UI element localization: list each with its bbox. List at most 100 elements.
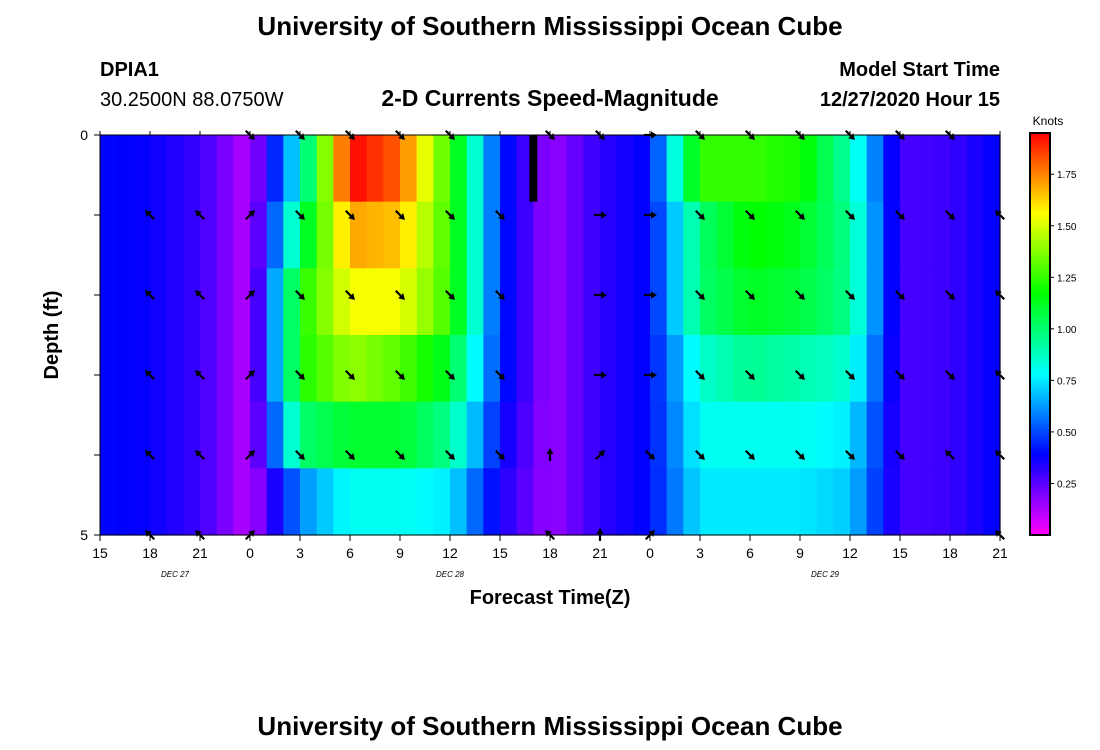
heatmap-cell [366,135,384,203]
heatmap-cell [966,335,984,403]
heatmap-cell [766,201,784,269]
heatmap-cell [216,201,234,269]
heatmap-cell [366,335,384,403]
heatmap-cell [733,335,751,403]
colorbar-segment [1030,267,1050,271]
heatmap-cell [166,268,184,336]
colorbar-segment [1030,203,1050,208]
heatmap-cell [516,268,534,336]
heatmap-cell [750,201,768,269]
vector-arrow-head [651,291,657,299]
colorbar-segment [1030,243,1050,248]
heatmap-cell [333,201,351,269]
heatmap-cell [450,401,468,469]
vector-arrow-head [596,528,604,534]
heatmap-cell [283,401,301,469]
vector-arrow [145,210,156,221]
heatmap-cell [350,401,368,469]
heatmap-cell [716,468,734,536]
vector-arrow [394,449,405,460]
heatmap-cell [966,468,984,536]
x-tick-label: 0 [246,545,254,561]
colorbar-segment [1030,153,1050,158]
heatmap-cell [416,135,434,203]
heatmap-cell [650,135,668,203]
heatmap-cell [116,335,134,403]
colorbar-segment [1030,169,1050,174]
vector-arrow-head [398,373,405,380]
heatmap-cell [300,135,318,203]
heatmap-cell [483,201,501,269]
vector-arrow [444,289,455,300]
y-tick-label: 0 [80,127,88,143]
vector-arrow [195,210,206,221]
heatmap-cell [833,201,851,269]
heatmap-cell [566,135,584,203]
heatmap-cell [500,135,518,203]
heatmap-cell [433,335,451,403]
heatmap-cell [950,401,968,469]
vector-arrow-head [601,291,607,299]
heatmap-cell [766,135,784,203]
x-tick-label: 12 [842,545,858,561]
heatmap-cell [800,201,818,269]
heatmap-cell [950,135,968,203]
colorbar-segment [1030,310,1050,315]
vector-arrow-head [798,213,805,220]
plot-title: 2-D Currents Speed-Magnitude [381,85,718,111]
current-time-marker [529,135,538,202]
vector-arrow [644,291,657,299]
colorbar-segment [1030,149,1050,154]
colorbar-segment [1030,434,1050,439]
colorbar-segment [1030,504,1050,509]
heatmap-cell [333,468,351,536]
heatmap-cell [816,401,834,469]
current-vectors [145,129,1006,541]
heatmap-cell [533,335,551,403]
colorbar-segment [1030,488,1050,493]
colorbar-segment [1030,273,1050,278]
heatmap-cell [966,401,984,469]
colorbar-tick-label: 1.50 [1057,222,1077,233]
y-axis: 05 [80,127,100,543]
vector-arrow [494,289,505,300]
colorbar-tick-label: 1.75 [1057,170,1077,181]
heatmap-cell [850,268,868,336]
colorbar-segment [1030,350,1050,355]
heatmap-cell [900,401,918,469]
heatmap-cell [883,135,901,203]
colorbar-segment [1030,384,1050,389]
colorbar-segment [1030,327,1050,332]
heatmap-cell [116,401,134,469]
colorbar-segment [1030,250,1050,255]
colorbar-tick-label: 1.25 [1057,273,1077,284]
heatmap-cell [466,335,484,403]
heatmap-cell [250,201,268,269]
heatmap-cell [100,468,118,536]
heatmap-cell [750,135,768,203]
heatmap-cell [683,268,701,336]
heatmap-cell [616,268,634,336]
vector-arrow-head [748,373,755,380]
heatmap-cell [500,401,518,469]
heatmap-cell [600,468,618,536]
heatmap-cell [816,268,834,336]
heatmap-cell [600,135,618,203]
heatmap-cell [783,268,801,336]
colorbar-segment [1030,230,1050,235]
vector-arrow-head [348,213,355,220]
heatmap-cell [950,335,968,403]
colorbar-frame [1029,132,1051,536]
vector-arrow [794,289,805,300]
vector-arrow-head [848,213,855,220]
x-tick-label: 21 [592,545,608,561]
colorbar-segment [1030,414,1050,419]
heatmap-cell [483,401,501,469]
heatmap-cell [300,468,318,536]
colorbar-segment [1030,357,1050,362]
heatmap-cell [600,401,618,469]
heatmap-cell [700,401,718,469]
vector-arrow [294,289,305,300]
heatmap-cell [333,268,351,336]
heatmap-cell [150,201,168,269]
